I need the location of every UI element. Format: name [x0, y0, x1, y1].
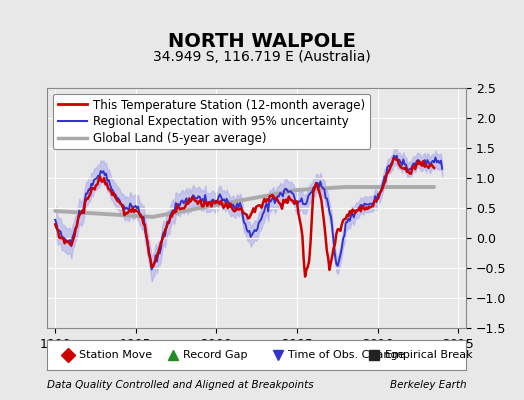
- Text: Time of Obs. Change: Time of Obs. Change: [288, 350, 405, 360]
- Text: Data Quality Controlled and Aligned at Breakpoints: Data Quality Controlled and Aligned at B…: [47, 380, 314, 390]
- Text: Station Move: Station Move: [79, 350, 152, 360]
- Text: NORTH WALPOLE: NORTH WALPOLE: [168, 32, 356, 51]
- Text: Berkeley Earth: Berkeley Earth: [390, 380, 466, 390]
- Text: Empirical Break: Empirical Break: [385, 350, 472, 360]
- Text: 34.949 S, 116.719 E (Australia): 34.949 S, 116.719 E (Australia): [153, 50, 371, 64]
- Y-axis label: Temperature Anomaly (°C): Temperature Anomaly (°C): [523, 124, 524, 292]
- Text: Record Gap: Record Gap: [183, 350, 248, 360]
- Legend: This Temperature Station (12-month average), Regional Expectation with 95% uncer: This Temperature Station (12-month avera…: [53, 94, 370, 150]
